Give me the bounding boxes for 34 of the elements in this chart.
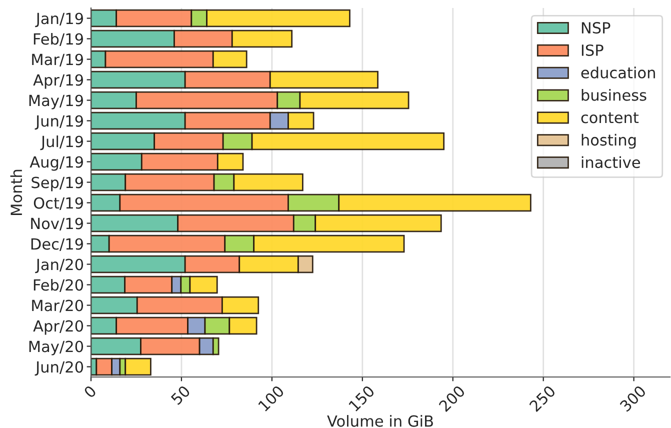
y-tick-label: Dec/19 xyxy=(31,238,83,251)
y-tick-label: Mar/19 xyxy=(32,54,83,66)
x-tick-label: 50 xyxy=(170,384,191,406)
y-tick-label: Jun/19 xyxy=(34,115,83,130)
y-tick-label: Aug/19 xyxy=(30,156,83,171)
x-tick-label: 0 xyxy=(83,384,97,398)
legend-label: inactive xyxy=(582,156,640,168)
y-tick-label: Jul/19 xyxy=(40,135,83,150)
legend-label: ISP xyxy=(582,44,604,56)
y-tick-label: Apr/19 xyxy=(33,74,83,89)
y-tick-label: May/20 xyxy=(29,340,84,356)
y-tick-label: Apr/20 xyxy=(33,320,84,335)
y-tick-label: Nov/19 xyxy=(31,218,83,230)
y-tick-label: Oct/19 xyxy=(34,197,83,210)
x-tick-label: 200 xyxy=(438,384,466,412)
y-tick-label: Feb/20 xyxy=(34,278,84,292)
legend-label: NSP xyxy=(582,22,610,34)
x-axis-title: Volume in GiB xyxy=(327,415,433,427)
legend-label: content xyxy=(581,112,639,124)
y-tick-label: Jan/20 xyxy=(35,258,84,274)
y-tick-label: Jun/20 xyxy=(34,361,84,376)
y-tick-label: Mar/20 xyxy=(32,300,84,312)
legend-label: business xyxy=(582,89,646,101)
y-tick-label: Jan/19 xyxy=(35,12,83,28)
x-tick-label: 100 xyxy=(258,384,285,412)
x-tick-label: 250 xyxy=(528,384,556,412)
x-tick-label: 150 xyxy=(348,384,376,412)
y-tick-label: Feb/19 xyxy=(34,32,83,46)
y-tick-label: May/19 xyxy=(29,94,83,110)
y-axis-title: Month xyxy=(10,170,22,215)
legend-label: hosting xyxy=(582,134,636,149)
x-tick-label: 300 xyxy=(619,384,647,412)
legend-label: education xyxy=(581,66,655,78)
y-tick-label: Sep/19 xyxy=(32,176,83,192)
